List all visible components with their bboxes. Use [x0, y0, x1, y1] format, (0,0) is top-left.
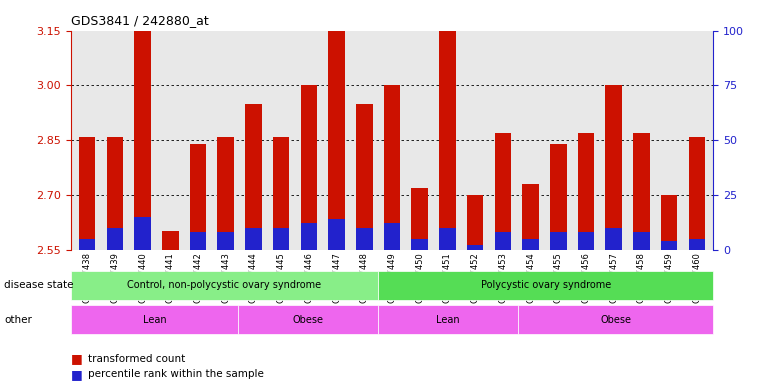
Bar — [633, 232, 650, 250]
Bar — [328, 219, 345, 250]
Bar — [439, 31, 456, 250]
Bar — [356, 228, 372, 250]
Bar — [495, 133, 511, 250]
Text: ■: ■ — [71, 353, 82, 366]
Bar — [550, 232, 567, 250]
Bar — [439, 228, 456, 250]
Text: transformed count: transformed count — [88, 354, 185, 364]
Bar — [412, 187, 428, 250]
Text: ■: ■ — [71, 368, 82, 381]
Text: Lean: Lean — [436, 314, 459, 325]
Bar — [238, 305, 378, 334]
Bar — [328, 31, 345, 250]
Text: Polycystic ovary syndrome: Polycystic ovary syndrome — [481, 280, 611, 290]
Text: disease state: disease state — [4, 280, 74, 290]
Bar — [162, 231, 179, 250]
Bar — [517, 305, 713, 334]
Bar — [71, 271, 378, 300]
Bar — [134, 31, 151, 250]
Bar — [661, 241, 677, 250]
Bar — [466, 245, 484, 250]
Bar — [245, 104, 262, 250]
Bar — [605, 228, 622, 250]
Bar — [495, 232, 511, 250]
Bar — [383, 223, 401, 250]
Bar — [578, 133, 594, 250]
Bar — [134, 217, 151, 250]
Bar — [356, 104, 372, 250]
Bar — [273, 137, 289, 250]
Bar — [300, 85, 318, 250]
Bar — [688, 239, 705, 250]
Bar — [550, 144, 567, 250]
Text: GDS3841 / 242880_at: GDS3841 / 242880_at — [71, 14, 209, 27]
Bar — [300, 223, 318, 250]
Text: percentile rank within the sample: percentile rank within the sample — [88, 369, 263, 379]
Bar — [522, 239, 539, 250]
Bar — [378, 305, 517, 334]
Bar — [466, 195, 484, 250]
Bar — [378, 271, 713, 300]
Bar — [217, 137, 234, 250]
Bar — [522, 184, 539, 250]
Bar — [273, 228, 289, 250]
Bar — [633, 133, 650, 250]
Bar — [245, 228, 262, 250]
Bar — [688, 137, 705, 250]
Bar — [71, 305, 238, 334]
Text: other: other — [4, 314, 32, 325]
Bar — [383, 85, 401, 250]
Bar — [578, 232, 594, 250]
Bar — [661, 195, 677, 250]
Bar — [217, 232, 234, 250]
Bar — [79, 239, 96, 250]
Bar — [79, 137, 96, 250]
Bar — [412, 239, 428, 250]
Bar — [605, 85, 622, 250]
Bar — [107, 137, 123, 250]
Bar — [190, 144, 206, 250]
Bar — [190, 232, 206, 250]
Bar — [107, 228, 123, 250]
Text: Control, non-polycystic ovary syndrome: Control, non-polycystic ovary syndrome — [127, 280, 321, 290]
Text: Obese: Obese — [600, 314, 631, 325]
Text: Lean: Lean — [143, 314, 166, 325]
Text: Obese: Obese — [292, 314, 324, 325]
